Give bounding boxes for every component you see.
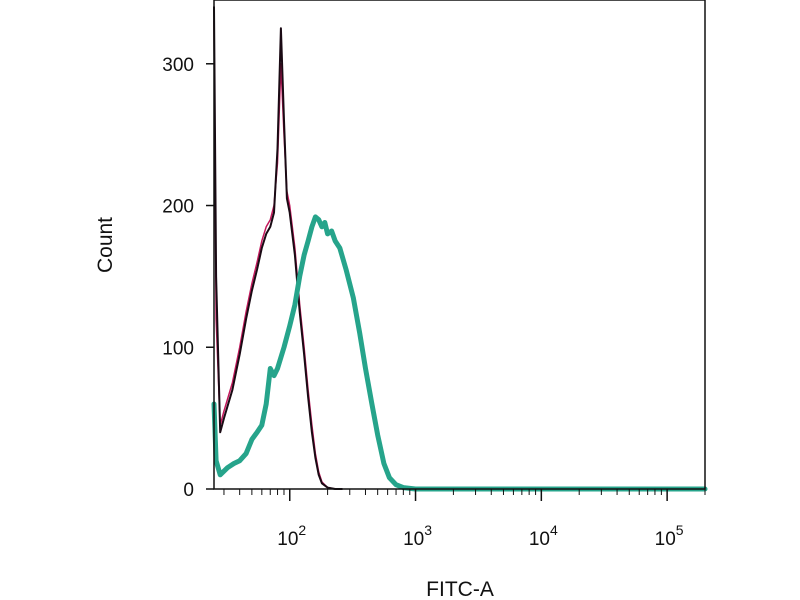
- x-axis: 102 103 104 105: [223, 489, 706, 550]
- x-tick-label: 104: [529, 522, 558, 550]
- y-tick-label: 300: [162, 55, 194, 76]
- series-line-2: [213, 6, 343, 490]
- y-tick-label: 200: [162, 197, 194, 218]
- series-layer: [211, 6, 708, 492]
- x-axis-label: FITC-A: [426, 578, 494, 600]
- x-tick-label: 103: [403, 522, 432, 550]
- series-line-1: [213, 20, 343, 490]
- x-tick-label: 105: [655, 522, 684, 550]
- series-line-3: [211, 214, 708, 492]
- y-axis-label: Count: [94, 217, 117, 273]
- y-tick-label: 0: [183, 480, 194, 501]
- plot-frame: [213, 0, 706, 490]
- x-tick-label: 102: [277, 522, 306, 550]
- y-axis: 0 100 200 300: [162, 55, 214, 501]
- y-tick-label: 100: [162, 338, 194, 359]
